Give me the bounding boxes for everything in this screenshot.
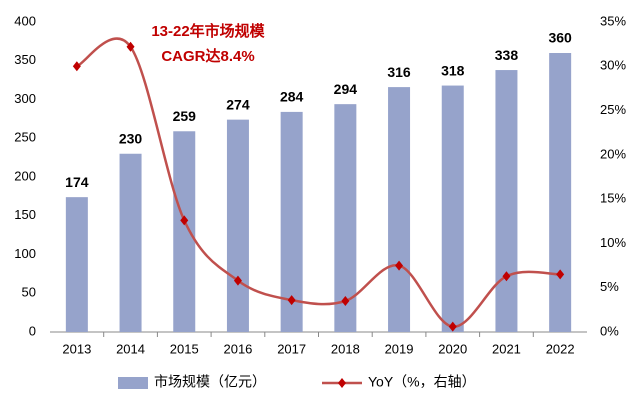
bar <box>119 153 142 332</box>
value-label: 284 <box>280 89 304 105</box>
y2-tick-label: 15% <box>600 191 626 206</box>
line <box>76 37 561 328</box>
x-tick-label: 2016 <box>223 341 252 356</box>
marker <box>341 296 350 306</box>
marker <box>556 269 565 280</box>
legend-marker <box>338 378 346 388</box>
value-label: 338 <box>495 47 519 63</box>
y2-tick-label: 20% <box>600 146 626 161</box>
y-tick-label: 100 <box>14 246 36 261</box>
value-label: 360 <box>548 30 572 46</box>
x-tick-label: 2017 <box>277 341 306 356</box>
y-tick-label: 200 <box>14 168 36 183</box>
y-tick-label: 50 <box>22 285 36 300</box>
y2-tick-label: 0% <box>600 323 619 338</box>
marker <box>233 275 242 286</box>
y2-tick-label: 35% <box>600 13 626 28</box>
legend-label: YoY（%，右轴） <box>368 374 476 390</box>
value-label: 174 <box>65 174 89 190</box>
annotation: 13-22年市场规模 <box>151 22 265 40</box>
y-tick-label: 400 <box>14 13 36 28</box>
marker <box>287 295 296 306</box>
x-tick-label: 2015 <box>170 341 199 356</box>
value-label: 259 <box>173 108 197 124</box>
marker <box>448 321 457 332</box>
y2-tick-label: 30% <box>600 58 626 73</box>
y-tick-label: 150 <box>14 207 36 222</box>
value-label: 318 <box>441 62 465 78</box>
x-tick-label: 2022 <box>546 341 575 356</box>
marker <box>72 61 81 72</box>
bar <box>65 197 88 332</box>
bar <box>226 119 249 333</box>
marker <box>180 215 189 226</box>
bar <box>173 131 196 332</box>
y-tick-label: 0 <box>29 323 36 338</box>
bar <box>280 111 303 333</box>
value-label: 230 <box>119 130 143 146</box>
marker <box>395 260 404 271</box>
y2-tick-label: 25% <box>600 102 626 117</box>
annotation: CAGR达8.4% <box>161 47 254 65</box>
x-tick-label: 2013 <box>62 341 91 356</box>
x-tick-label: 2014 <box>116 341 145 356</box>
value-label: 294 <box>334 81 358 97</box>
bar <box>388 87 411 332</box>
legend-swatch <box>118 377 148 389</box>
x-tick-label: 2018 <box>331 341 360 356</box>
y2-tick-label: 5% <box>600 279 619 294</box>
y-tick-label: 350 <box>14 52 36 67</box>
x-tick-label: 2020 <box>438 341 467 356</box>
y2-tick-label: 10% <box>600 235 626 250</box>
marker <box>502 271 511 282</box>
bar <box>441 85 464 332</box>
value-label: 316 <box>387 64 411 80</box>
y-tick-label: 250 <box>14 130 36 145</box>
bar <box>495 70 518 333</box>
marker <box>126 41 135 52</box>
x-tick-label: 2019 <box>385 341 414 356</box>
x-tick-label: 2021 <box>492 341 521 356</box>
bar <box>549 53 572 332</box>
value-label: 274 <box>226 96 250 112</box>
legend-label: 市场规模（亿元） <box>154 374 266 390</box>
y-tick-label: 300 <box>14 91 36 106</box>
bar <box>334 104 357 333</box>
